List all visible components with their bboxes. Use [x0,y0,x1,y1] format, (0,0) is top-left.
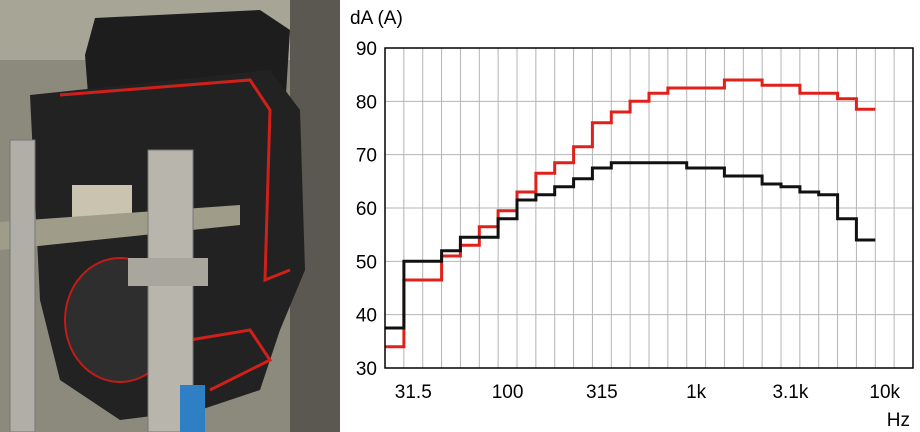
grid [385,47,913,369]
chart-panel: 30 40 50 60 70 80 90 31.5 100 315 1k 3.1k 10k dA (A… [350,8,914,431]
rod-left [9,139,36,432]
y-tick-label: 30 [356,359,377,380]
x-tick-labels: 31.5 100 315 1k 3.1k 10k [395,382,901,403]
test-setup-photo [0,0,340,432]
blue-label [180,385,205,432]
x-tick-label: 100 [492,382,524,403]
x-tick-label: 31.5 [395,382,432,403]
y-tick-label: 60 [356,199,377,220]
x-tick-label: 10k [869,382,900,403]
seal-line-lower [189,328,273,392]
series-line-1 [385,78,876,349]
y-tick-labels: 30 40 50 60 70 80 90 [356,39,377,380]
series-group [385,78,876,349]
y-tick-label: 40 [356,306,377,327]
x-tick-label: 1k [686,382,707,403]
y-axis-label: dA (A) [350,8,403,29]
x-tick-label: 3.1k [772,382,808,403]
y-tick-label: 80 [356,92,377,113]
x-axis-label: Hz [887,410,910,431]
seal-line-upper [59,78,291,283]
plot-frame [384,47,914,369]
y-tick-label: 70 [356,146,377,167]
y-tick-label: 50 [356,252,377,273]
x-tick-label: 315 [586,382,618,403]
y-tick-label: 90 [356,39,377,60]
clamp [128,258,208,286]
series-line-2 [385,161,876,330]
